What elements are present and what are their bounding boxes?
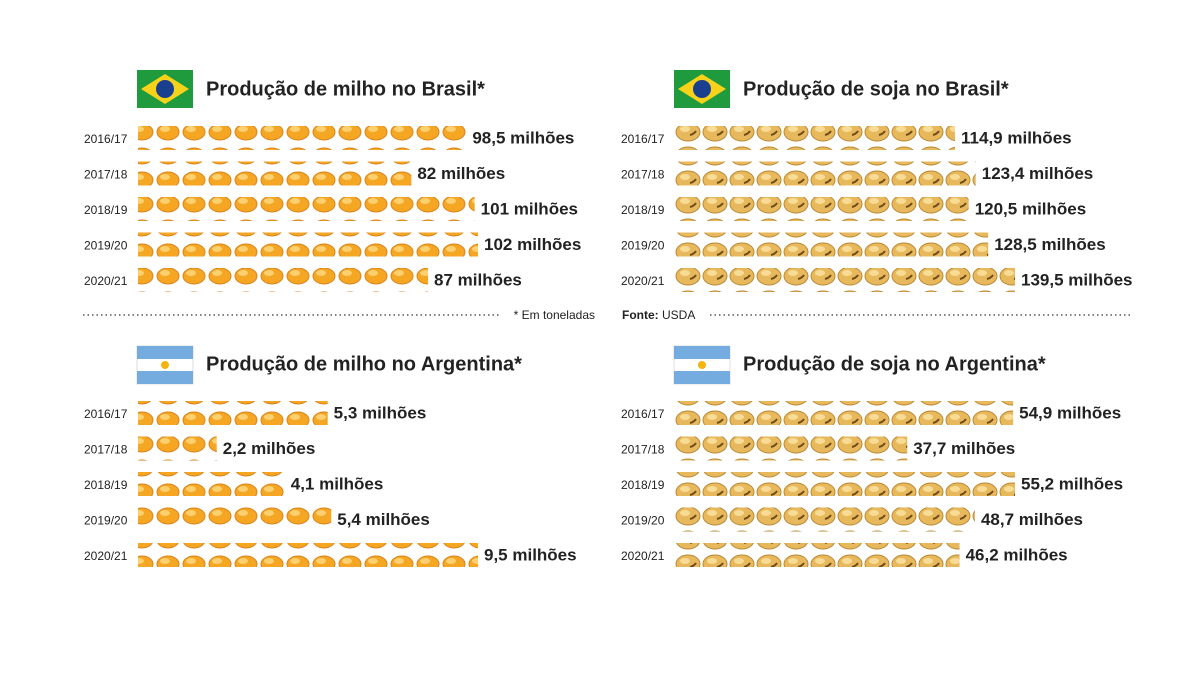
value-label: 101 milhões [481, 199, 578, 218]
value-label: 82 milhões [417, 164, 505, 183]
category-label: 2019/20 [84, 514, 128, 528]
value-label: 5,3 milhões [334, 403, 427, 422]
value-label: 9,5 milhões [484, 545, 577, 564]
icon-row [675, 232, 989, 257]
flag-argentina [136, 345, 194, 385]
value-label: 114,9 milhões [961, 128, 1072, 147]
chart-title: Produção de soja no Brasil* [743, 78, 1009, 100]
value-label: 98,5 milhões [472, 128, 574, 147]
category-label: 2017/18 [84, 168, 128, 182]
icon-row [138, 126, 467, 150]
value-label: 54,9 milhões [1019, 403, 1121, 422]
value-label: 139,5 milhões [1021, 270, 1133, 289]
category-label: 2016/17 [84, 132, 128, 146]
value-label: 128,5 milhões [994, 235, 1106, 254]
category-label: 2019/20 [621, 514, 665, 528]
icon-row [675, 507, 975, 532]
value-label: 120,5 milhões [975, 199, 1087, 218]
icon-row [138, 268, 428, 292]
icon-row [138, 401, 328, 425]
icon-row [675, 543, 960, 567]
flag-argentina [673, 345, 731, 385]
flag-brazil [137, 70, 193, 108]
category-label: 2018/19 [84, 203, 128, 217]
icon-row [138, 436, 217, 461]
category-label: 2020/21 [621, 549, 665, 563]
icon-row [675, 161, 976, 186]
value-label: 87 milhões [434, 270, 522, 289]
category-label: 2018/19 [621, 478, 665, 492]
category-label: 2020/21 [621, 274, 665, 288]
category-label: 2019/20 [84, 239, 128, 253]
category-label: 2017/18 [621, 443, 665, 457]
category-label: 2017/18 [84, 443, 128, 457]
icon-row [675, 197, 969, 221]
icon-row [675, 126, 956, 150]
chart-title: Produção de milho no Brasil* [206, 78, 485, 100]
icon-row [675, 472, 1015, 496]
icon-row [138, 197, 475, 221]
value-label: 123,4 milhões [982, 164, 1094, 183]
category-label: 2018/19 [621, 203, 665, 217]
category-label: 2016/17 [621, 132, 665, 146]
category-label: 2020/21 [84, 274, 128, 288]
category-label: 2020/21 [84, 549, 128, 563]
icon-row [138, 472, 285, 496]
category-label: 2017/18 [621, 168, 665, 182]
value-label: 5,4 milhões [337, 510, 430, 529]
icon-row [675, 436, 908, 461]
category-label: 2016/17 [621, 407, 665, 421]
chart-title: Produção de milho no Argentina* [206, 353, 522, 375]
source: Fonte: USDA [622, 308, 695, 322]
value-label: 55,2 milhões [1021, 474, 1123, 493]
value-label: 46,2 milhões [966, 545, 1068, 564]
icon-row [675, 268, 1015, 292]
note: * Em toneladas [514, 308, 595, 322]
icon-row [138, 507, 332, 532]
value-label: 48,7 milhões [981, 510, 1083, 529]
category-label: 2018/19 [84, 478, 128, 492]
icon-row [138, 232, 478, 257]
category-label: 2019/20 [621, 239, 665, 253]
icon-row [138, 161, 412, 186]
value-label: 102 milhões [484, 235, 581, 254]
value-label: 37,7 milhões [913, 439, 1015, 458]
icon-row [138, 543, 478, 567]
icon-row [675, 401, 1014, 425]
value-label: 2,2 milhões [223, 439, 316, 458]
source-label: Fonte: [622, 308, 659, 322]
chart-title: Produção de soja no Argentina* [743, 353, 1046, 375]
value-label: 4,1 milhões [291, 474, 384, 493]
source-value: USDA [662, 308, 695, 322]
flag-brazil [674, 70, 730, 108]
category-label: 2016/17 [84, 407, 128, 421]
